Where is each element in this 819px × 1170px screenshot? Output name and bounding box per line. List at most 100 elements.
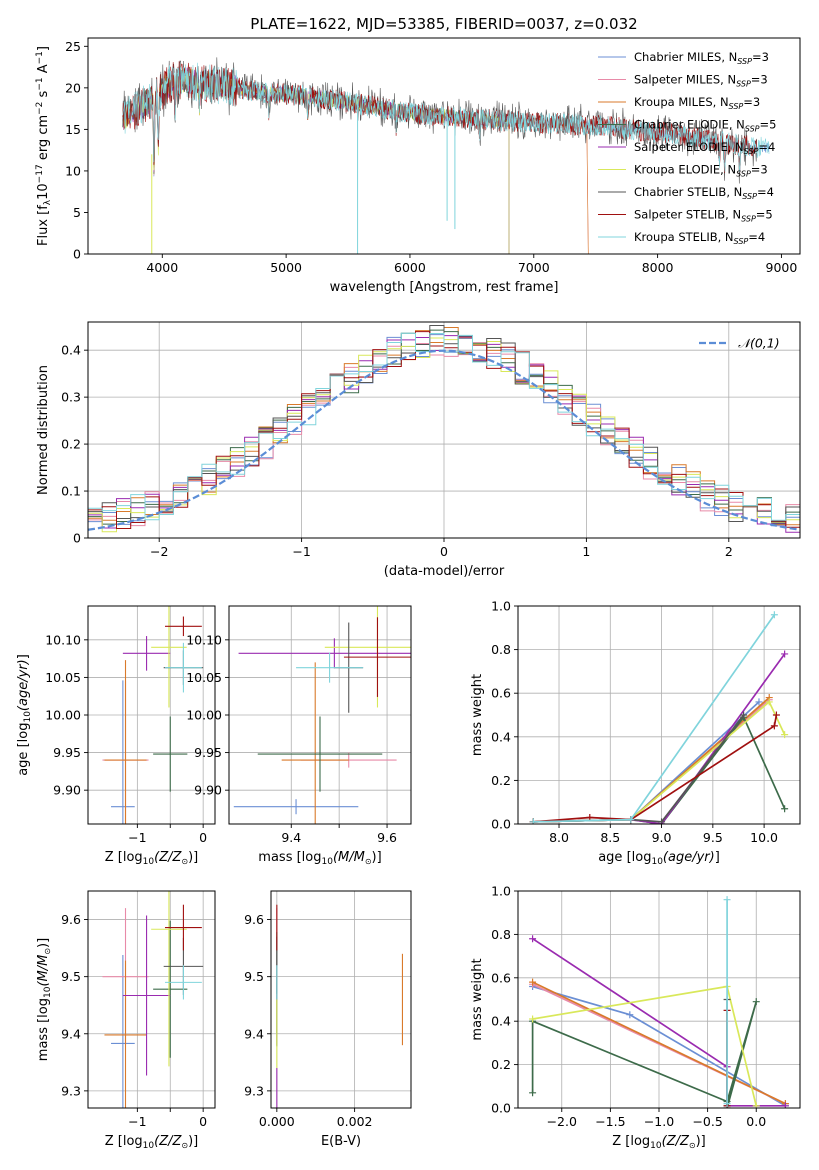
spectrum-series-kroupa_stelib [122,62,770,173]
weight_vs_age-ytick-label: 1.0 [491,599,511,614]
legend-label-chabrier_miles: Chabrier MILES, NSSP=3 [634,50,769,66]
age_vs_mass-ytick-label: 9.95 [194,745,222,760]
mass_vs_ebv-panel: 0.000 0.002 9.3 9.4 9.5 9.6 E(B-V) [244,890,412,1149]
spectrum-frame [87,37,801,255]
weight_vs_age-plot-area [529,611,789,824]
weight_vs_age-marker-chabrier_stelib [658,818,666,824]
weight_vs_Z-ytick-label: 0.8 [491,927,511,942]
mass_vs_Z-ylabel: mass [log10(M/M⊙)] [36,938,53,1061]
weight_vs_Z-marker-chabrier_miles [626,1011,634,1019]
weight_vs_Z-xlabel: Z [log10(Z/Z⊙)] [612,1134,706,1151]
weight_vs_Z-marker-kroupa_stelib [723,1100,731,1108]
residuals-xlabel: (data-model)/error [384,564,505,579]
legend-label-chabrier_elodie: Chabrier ELODIE, NSSP=5 [634,118,776,134]
mass_vs_Z-plot-area [102,891,204,1108]
weight_vs_age-marker-chabrier_miles [755,698,763,706]
weight_vs_age-series-salpeter_miles [533,699,770,823]
age_vs_mass-ytick-label: 10.10 [186,632,222,647]
weight_vs_Z-xtick-label: 0.0 [746,1114,766,1129]
spectrum-plot-area [122,57,770,254]
weight_vs_age-xtick-label: 10.0 [750,830,778,845]
weight_vs_Z-marker-kroupa_stelib [723,896,731,904]
residuals-xtick-label: −2 [150,544,168,559]
weight_vs_Z-ylabel: mass weight [470,958,485,1040]
weight_vs_Z-marker-chabrier_elodie [752,998,760,1006]
age_vs_mass-ytick-label: 9.90 [194,783,222,798]
mass_vs_Z-frame [87,890,216,1109]
spectrum-legend: Chabrier MILES, NSSP=3 Salpeter MILES, NS… [598,50,776,246]
weight_vs_age-series-chabrier_miles [533,701,760,823]
weight_vs_age-ylabel: mass weight [470,674,485,756]
residuals-xtick-label: 1 [582,544,590,559]
weight_vs_age-marker-salpeter_stelib [770,722,778,730]
weight_vs_Z-ytick-label: 1.0 [491,884,511,899]
age_vs_Z-xlabel: Z [log10(Z/Z⊙)] [105,850,199,867]
weight_vs_age-ytick-label: 0.8 [491,642,511,657]
weight_vs_age-xtick-label: 9.5 [703,830,723,845]
spectrum-panel: 4000 5000 6000 7000 8000 9000 0 5 10 15 20 25 wavele… [35,37,801,295]
residuals-xtick-label: −1 [292,544,310,559]
mass_vs_ebv-plot-area [276,904,403,1108]
residuals-plot-area [88,325,800,533]
residuals-ytick-label: 0.3 [61,390,81,405]
weight_vs_age-marker-chabrier_elodie [781,805,789,813]
age_vs_mass-plot-area [233,606,411,824]
spectrum-xlabel: wavelength [Angstrom, rest frame] [330,280,559,295]
weight_vs_Z-xtick-label: −0.5 [692,1114,722,1129]
spectrum-xtick-label: 9000 [766,260,798,275]
mass_vs_ebv-ytick-label: 9.5 [244,969,264,984]
weight_vs_Z-xtick-label: −1.0 [644,1114,674,1129]
age_vs_Z-ytick-label: 10.00 [45,708,81,723]
spectrum-ylabel: Flux [fλ10−17 erg cm−2 s−1 A−1] [35,46,53,246]
spectrum-xtick-label: 8000 [642,260,674,275]
weight_vs_age-series-salpeter_stelib [533,714,778,823]
mass_vs_ebv-ytick-label: 9.3 [244,1083,264,1098]
weight_vs_age-marker-kroupa_elodie [781,731,789,739]
age_vs_Z-ytick-label: 10.05 [45,670,81,685]
spectrum-xtick-label: 7000 [518,260,550,275]
residuals-ytick-label: 0 [73,531,81,546]
weight_vs_age-marker-kroupa_stelib [627,816,635,824]
weight_vs_age-xtick-label: 8.0 [549,830,569,845]
gaussian-curve [88,349,800,531]
age_vs_Z-xtick-label: 0 [199,830,207,845]
spectrum-ytick-label: 15 [65,122,81,137]
age_vs_mass-xtick-label: 9.4 [281,830,301,845]
legend-label-chabrier_stelib: Chabrier STELIB, NSSP=4 [634,185,774,201]
residuals-ytick-label: 0.4 [61,343,81,358]
mass_vs_Z-ytick-label: 9.5 [61,969,81,984]
mass_vs_Z-xtick-label: −1 [128,1114,146,1129]
weight_vs_age-xlabel: age [log10(age/yr)] [598,850,720,867]
weight_vs_Z-ytick-label: 0.0 [491,1101,511,1116]
legend-label-salpeter_elodie: Salpeter ELODIE, NSSP=4 [634,140,775,156]
age_vs_Z-ylabel: age [log10(age/yr)] [16,654,33,776]
weight_vs_age-marker-salpeter_stelib [772,711,780,719]
age_vs_Z-ytick-label: 10.10 [45,632,81,647]
weight_vs_Z-marker-kroupa_elodie [752,1102,760,1108]
spectrum-xtick-label: 6000 [394,260,426,275]
residuals-xtick-label: 2 [725,544,733,559]
mass_vs_Z-panel: −1 0 9.3 9.4 9.5 9.6 Z [log10(Z/Z⊙)] mass [log1… [36,890,216,1151]
weight_vs_Z-marker-chabrier_elodie [529,1089,537,1097]
weight_vs_age-ytick-label: 0.6 [491,686,511,701]
mass_vs_ebv-ytick-label: 9.6 [244,912,264,927]
mass_vs_Z-ytick-label: 9.4 [61,1026,81,1041]
age_vs_Z-panel: −1 0 9.90 9.95 10.00 10.05 10.10 Z [log10(Z/Z⊙)… [16,605,216,867]
weight_vs_Z-panel: −2.0 −1.5 −1.0 −0.5 0.0 0.0 0.2 0.4 0.6 0.8 1.0 Z [… [470,884,801,1151]
age_vs_Z-ytick-label: 9.90 [53,783,81,798]
spectrum-ytick-label: 25 [65,39,81,54]
spectrum-xtick-label: 5000 [270,260,302,275]
histogram-series-salpeter_miles [88,342,800,527]
age_vs_mass-panel: 9.4 9.6 9.90 9.95 10.00 10.05 10.10 mass [log10… [186,605,412,867]
residuals-ylabel: Normed distribution [36,365,51,495]
weight_vs_Z-series-chabrier_elodie [531,1001,758,1108]
spectrum-ytick-label: 10 [65,163,81,178]
gaussian-legend-label: 𝒩(0,1) [738,336,780,351]
age_vs_Z-ytick-label: 9.95 [53,745,81,760]
spectrum-ytick-label: 0 [73,247,81,262]
weight_vs_age-frame [517,605,801,825]
weight_vs_Z-series-kroupa_elodie [532,985,758,1107]
mass_vs_ebv-xtick-label: 0.000 [259,1114,295,1129]
mass_vs_Z-ytick-label: 9.3 [61,1083,81,1098]
